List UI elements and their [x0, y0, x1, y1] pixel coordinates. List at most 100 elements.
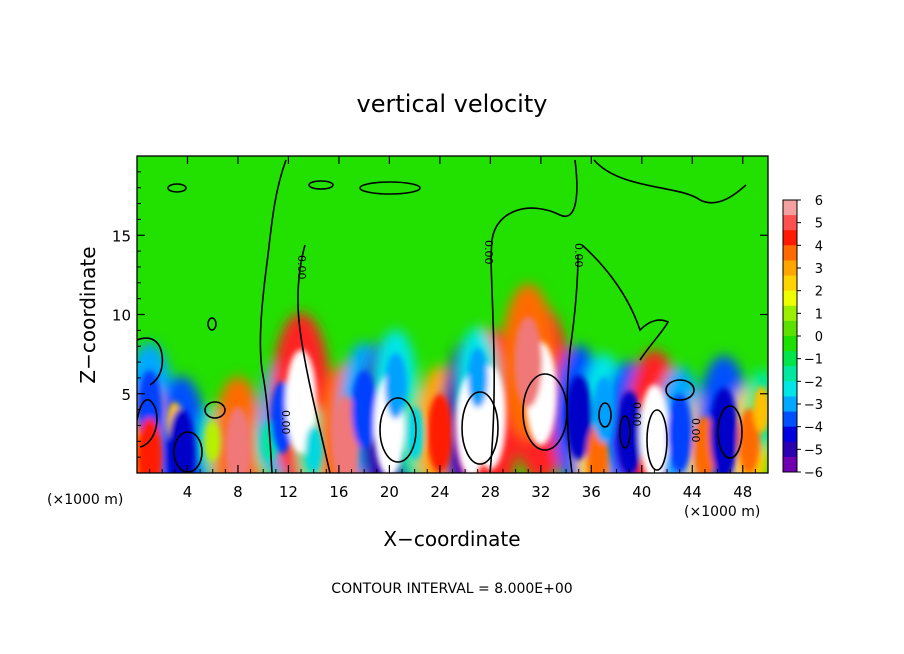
x-tick-label: 48	[733, 483, 752, 501]
colorbar-swatch	[783, 305, 797, 322]
x-tick-label: 12	[279, 483, 298, 501]
zero-contour-loop	[379, 397, 417, 463]
colorbar: 6 5 4 3 2 1 0 −1 −2 −3 −4 −5 −6	[782, 194, 823, 481]
colorbar-tick-label: 4	[815, 239, 823, 254]
colorbar-tick-label: −1	[804, 353, 823, 368]
colorbar-swatch	[783, 366, 797, 382]
zero-contour-loop	[359, 181, 421, 195]
x-unit-left: (×1000 m)	[47, 492, 123, 508]
zero-contour-loop	[598, 402, 612, 428]
colorbar-swatch	[783, 320, 797, 337]
colorbar-swatch	[783, 260, 797, 277]
field-cell-core	[514, 316, 543, 408]
field-cell-core	[738, 408, 760, 473]
zero-contour-loop	[717, 405, 743, 459]
colorbar-tick-label: 1	[815, 307, 823, 322]
contour-label: 0.00	[295, 255, 308, 280]
zero-contour-loop	[308, 180, 334, 190]
x-tick-label: 40	[632, 483, 651, 501]
colorbar-swatch	[783, 411, 797, 428]
colorbar-tick-label: 6	[815, 194, 823, 209]
contour-label: 0.00	[279, 410, 292, 435]
x-tick-label: 32	[531, 483, 550, 501]
x-axis-label: X−coordinate	[383, 527, 520, 551]
zero-contour-loop	[619, 415, 631, 449]
x-tick-label: 24	[430, 483, 449, 501]
colorbar-swatch	[783, 456, 797, 473]
field-cell-core	[351, 370, 377, 449]
zero-contour-line	[593, 159, 747, 204]
y-tick-label: 10	[112, 307, 131, 325]
field-cell-core	[667, 394, 693, 473]
y-axis-label: Z−coordinate	[76, 246, 100, 383]
field-cell-core	[384, 352, 407, 419]
x-tick-label: 4	[183, 483, 193, 501]
colorbar-swatch	[783, 336, 797, 352]
colorbar-tick-label: −4	[804, 421, 823, 436]
field-cell-core	[405, 406, 425, 460]
colorbar-tick-label: 2	[815, 285, 823, 300]
field-cell-core	[224, 406, 252, 473]
contour-label: 0.00	[630, 402, 643, 427]
colorbar-tick-label: −2	[804, 375, 823, 390]
field-cell-core	[204, 421, 221, 462]
field-cell-core	[427, 394, 453, 473]
colorbar-tick-label: 0	[815, 330, 823, 345]
colorbar-swatch	[783, 351, 797, 367]
zero-contour-line	[137, 399, 158, 448]
x-tick-label: 28	[481, 483, 500, 501]
zero-contour-line	[259, 159, 287, 473]
field-cell-core	[305, 425, 323, 473]
colorbar-swatch	[783, 441, 797, 458]
colorbar-tick-label: −5	[804, 443, 823, 458]
field-cell-core	[137, 417, 163, 473]
contour-labels: 0.00 0.00 0.00 0.00 0.00 0.00	[279, 240, 702, 443]
field-cell-core	[639, 384, 670, 473]
contour-interval-note: CONTOUR INTERVAL = 8.000E+00	[331, 581, 572, 597]
colorbar-swatch	[783, 275, 797, 292]
field-cell-core	[467, 348, 488, 408]
zero-contour-loop	[522, 373, 568, 451]
colorbar-tick-label: −6	[804, 466, 823, 481]
x-tick-label: 44	[683, 483, 702, 501]
zero-contour-line	[566, 254, 579, 473]
colorbar-tick-label: 3	[815, 262, 823, 277]
field-cell-core	[753, 386, 768, 434]
contour-label: 0.00	[689, 418, 702, 443]
zero-contour-loop	[204, 401, 226, 419]
x-tick-label: 36	[582, 483, 601, 501]
colorbar-swatch	[783, 215, 797, 231]
colorbar-swatch	[783, 426, 797, 443]
colorbar-swatch	[783, 290, 797, 307]
colorbar-swatch	[783, 230, 797, 246]
chart-title: vertical velocity	[357, 90, 548, 118]
field-cell-core	[615, 391, 643, 473]
x-tick-label: 20	[380, 483, 399, 501]
zero-contour-loop	[646, 409, 668, 471]
x-tick-label: 16	[329, 483, 348, 501]
field-cell-core	[593, 376, 615, 443]
zero-contour-line	[489, 159, 578, 473]
colorbar-swatch	[783, 396, 797, 413]
plot-area: 0.00 0.00 0.00 0.00 0.00 0.00 4 8 12 16 20 24…	[112, 155, 769, 501]
zero-contour-loop	[461, 391, 499, 465]
contour-label: 0.00	[572, 243, 585, 268]
x-tick-label: 8	[233, 483, 243, 501]
colorbar-swatch	[783, 381, 797, 397]
colorbar-tick-label: 5	[815, 217, 823, 232]
zero-contour-loop	[665, 379, 695, 401]
field-cell-core	[565, 375, 592, 460]
zero-contour-line	[137, 337, 164, 386]
colorbar-swatch	[783, 245, 797, 261]
contour-label: 0.00	[482, 240, 495, 265]
x-unit-right: (×1000 m)	[684, 504, 760, 520]
colorbar-tick-label: −3	[804, 398, 823, 413]
y-tick-label: 15	[112, 227, 131, 245]
zero-contour-loop	[207, 317, 217, 331]
colorbar-swatch	[783, 200, 797, 216]
zero-contour-loop	[167, 183, 187, 193]
zero-contour-line	[297, 244, 331, 473]
y-tick-label: 5	[121, 386, 131, 404]
y-axis-ticks: 5 10 15	[112, 171, 768, 458]
